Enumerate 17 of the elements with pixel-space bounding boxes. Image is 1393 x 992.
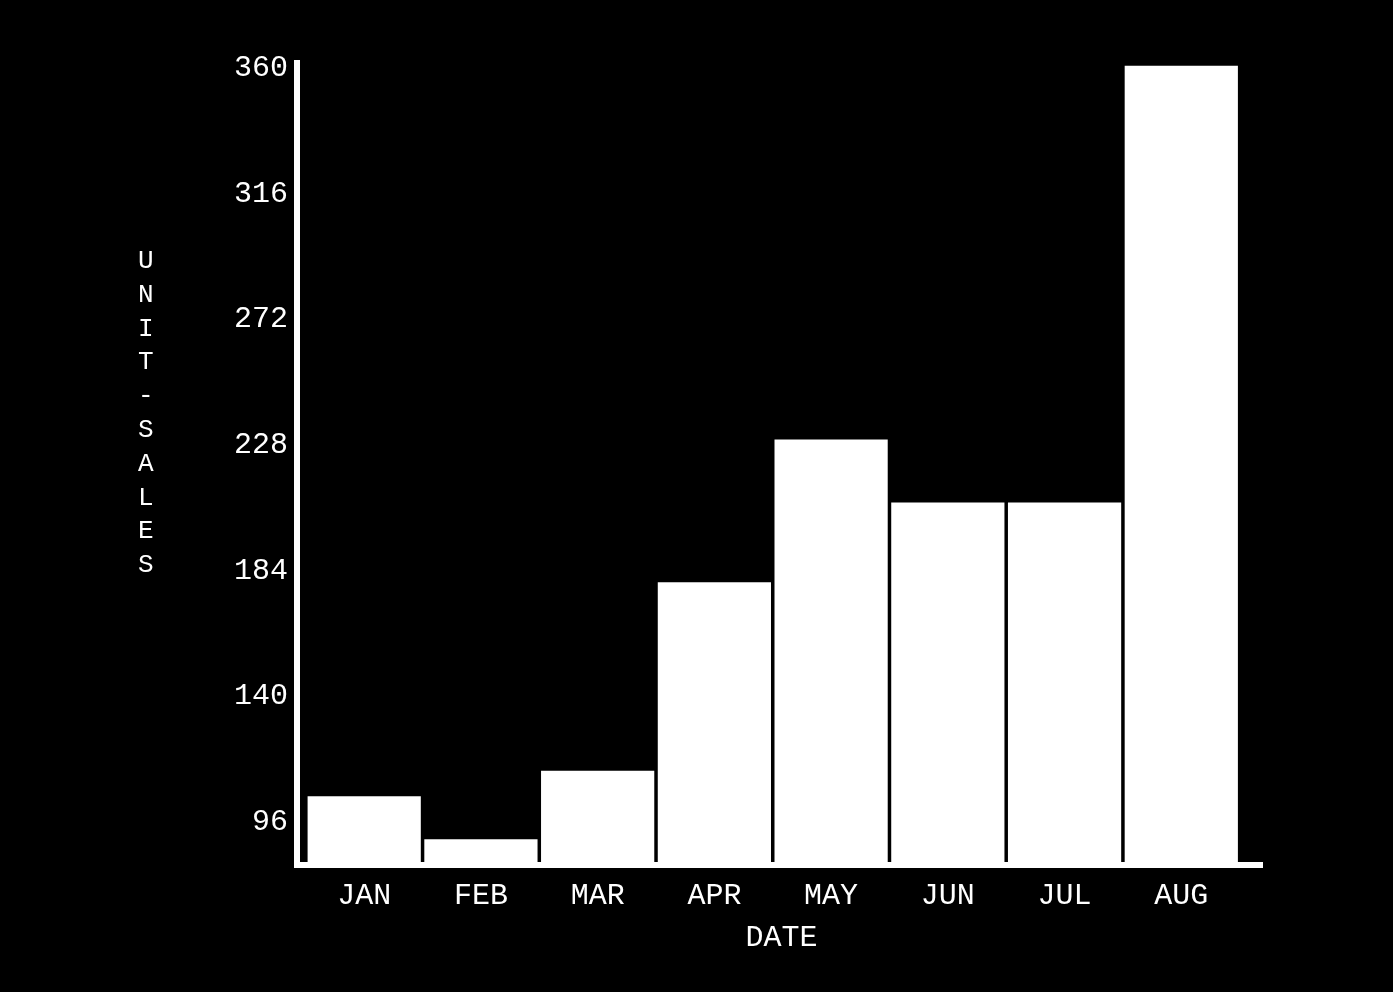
x-tick-label: MAR <box>570 879 625 913</box>
text: UNIT-SALES <box>138 246 154 581</box>
y-tick-label: 228 <box>233 427 288 462</box>
x-axis-title: DATE <box>745 921 818 955</box>
y-tick-label: 184 <box>233 553 288 588</box>
y-tick-label: 272 <box>233 302 288 337</box>
x-tick-label: MAY <box>804 879 859 913</box>
x-tick-label: JUN <box>920 879 975 913</box>
y-tick-label: 316 <box>233 176 288 211</box>
y-tick-label: 96 <box>251 804 288 839</box>
x-tick-label: JUL <box>1037 879 1092 913</box>
x-tick-label: FEB <box>453 879 508 913</box>
x-tick-label: JAN <box>337 879 392 913</box>
y-tick-label: 140 <box>233 679 288 714</box>
y-tick-label: 360 <box>233 51 288 86</box>
x-tick-label: APR <box>687 879 742 913</box>
x-tick-label: AUG <box>1154 879 1209 913</box>
